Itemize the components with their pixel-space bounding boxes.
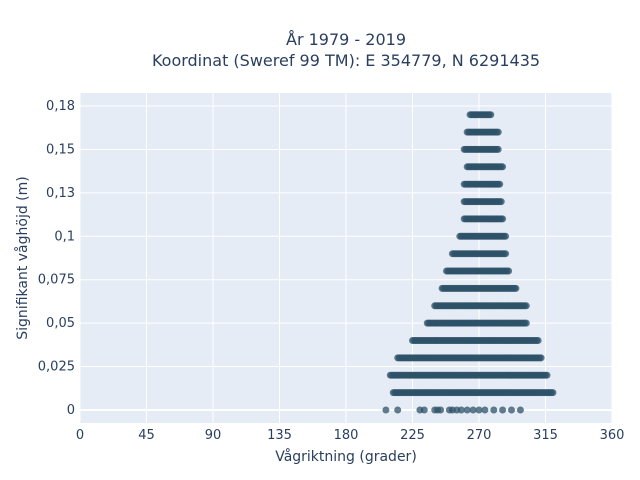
- y-tick-label: 0,1: [54, 229, 75, 244]
- x-tick-label: 270: [467, 428, 492, 443]
- data-point: [516, 406, 524, 414]
- y-tick-label: 0,075: [38, 273, 75, 288]
- data-point: [497, 198, 505, 206]
- y-tick-label: 0,18: [46, 99, 75, 114]
- data-point: [543, 371, 551, 379]
- data-point: [522, 302, 530, 310]
- data-point: [420, 406, 428, 414]
- y-tick-label: 0,13: [46, 186, 75, 201]
- data-point: [499, 163, 507, 171]
- y-axis-ticks: 0 0,025 0,05 0,075 0,1 0,13 0,15 0,18: [38, 99, 75, 418]
- data-point: [502, 232, 510, 240]
- x-tick-label: 135: [267, 428, 292, 443]
- data-point: [512, 284, 520, 292]
- chart-title-line-2: Koordinat (Sweref 99 TM): E 354779, N 62…: [152, 51, 540, 70]
- x-tick-label: 180: [334, 428, 359, 443]
- x-tick-label: 0: [76, 428, 84, 443]
- data-point: [499, 215, 507, 223]
- data-point: [505, 267, 513, 275]
- x-axis-title: Vågriktning (grader): [275, 448, 417, 465]
- data-point: [469, 406, 477, 414]
- data-point: [502, 250, 510, 258]
- data-point: [490, 406, 498, 414]
- data-points: [382, 111, 557, 414]
- data-point: [534, 337, 542, 344]
- data-point: [463, 406, 471, 414]
- data-point: [475, 406, 483, 414]
- y-axis-title: Signifikant våghöjd (m): [14, 176, 31, 339]
- data-point: [494, 145, 502, 153]
- y-tick-label: 0,15: [46, 142, 75, 157]
- x-tick-label: 90: [205, 428, 222, 443]
- x-tick-label: 360: [600, 428, 625, 443]
- data-point: [437, 406, 445, 414]
- x-tick-label: 225: [400, 428, 425, 443]
- data-point: [496, 180, 504, 188]
- y-tick-label: 0,05: [46, 316, 75, 331]
- x-tick-label: 315: [533, 428, 558, 443]
- data-point: [494, 128, 502, 136]
- data-point: [549, 389, 557, 397]
- x-tick-label: 45: [138, 428, 155, 443]
- data-point: [537, 354, 545, 362]
- data-point: [499, 406, 507, 414]
- data-point: [457, 406, 465, 414]
- data-point: [481, 406, 489, 414]
- data-point: [394, 406, 402, 414]
- chart-title-line-1: År 1979 - 2019: [286, 30, 406, 49]
- data-point: [487, 111, 495, 119]
- data-point: [382, 406, 390, 414]
- y-tick-label: 0,025: [38, 360, 75, 375]
- x-axis-ticks: 0 45 90 135 180 225 270 315 360: [76, 428, 625, 443]
- data-point: [508, 406, 515, 414]
- y-tick-label: 0: [67, 403, 75, 418]
- data-point: [522, 319, 530, 327]
